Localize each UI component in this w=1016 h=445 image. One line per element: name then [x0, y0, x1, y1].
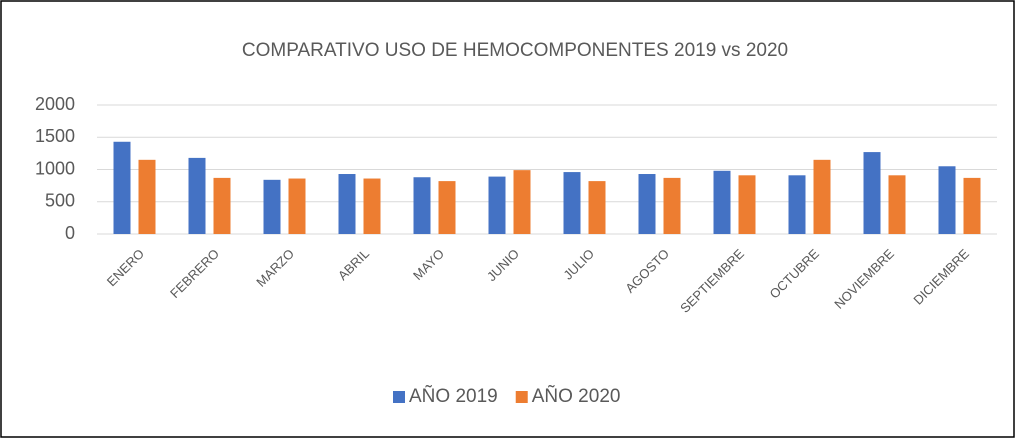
legend-label: AÑO 2020 — [532, 385, 621, 407]
y-tick-label: 0 — [65, 223, 75, 243]
bar — [288, 178, 306, 234]
bar — [113, 141, 131, 234]
bar — [563, 172, 581, 234]
y-tick-label: 1000 — [35, 158, 75, 178]
legend-swatch — [515, 391, 528, 403]
bar — [413, 177, 431, 234]
bar — [138, 159, 156, 234]
bar — [488, 176, 506, 234]
bar — [738, 175, 756, 234]
bar — [263, 179, 281, 234]
bar — [588, 181, 606, 234]
bar — [438, 181, 456, 234]
legend-label: AÑO 2019 — [409, 385, 498, 407]
bar — [863, 152, 881, 234]
bar — [813, 159, 831, 234]
bar — [638, 174, 656, 234]
bar — [938, 166, 956, 234]
bar — [513, 170, 531, 234]
bar — [713, 170, 731, 234]
bar — [888, 175, 906, 234]
y-tick-label: 2000 — [35, 94, 75, 114]
y-tick-label: 1500 — [35, 126, 75, 146]
y-tick-label: 500 — [45, 191, 75, 211]
chart-title: COMPARATIVO USO DE HEMOCOMPONENTES 2019 … — [242, 40, 788, 61]
bar — [213, 177, 231, 234]
bar — [663, 177, 681, 234]
bar — [788, 175, 806, 234]
bar — [188, 157, 206, 234]
bar — [963, 177, 981, 234]
bar — [338, 174, 356, 234]
bar — [363, 178, 381, 234]
legend-swatch — [393, 391, 405, 403]
